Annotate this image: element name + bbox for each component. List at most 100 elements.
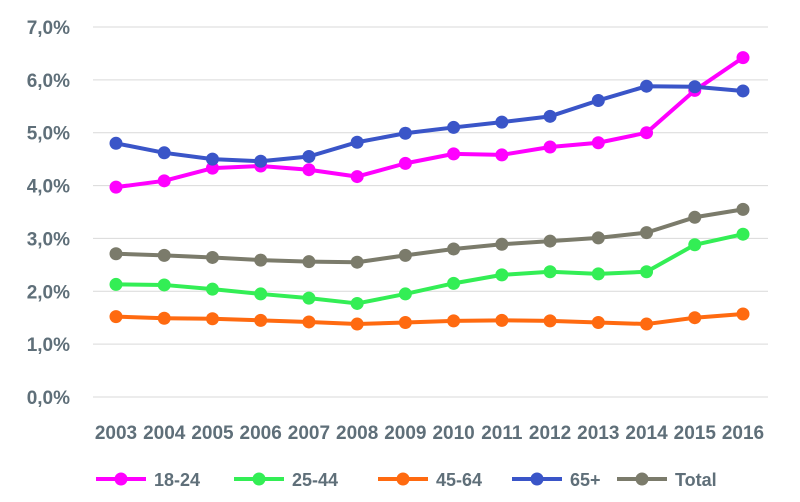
series-45-64 [109, 307, 750, 331]
series-65- [109, 79, 750, 168]
y-tick-label: 6,0% [27, 71, 70, 92]
x-tick-label: 2010 [432, 423, 474, 444]
data-point [350, 317, 364, 331]
data-point [205, 282, 219, 296]
y-axis: 0,0% 1,0% 2,0% 3,0% 4,0% 5,0% 6,0% 7,0% [27, 18, 70, 409]
x-tick-label: 2003 [95, 423, 137, 444]
x-tick-label: 2006 [240, 423, 282, 444]
data-point [736, 51, 750, 65]
data-point [109, 247, 123, 261]
data-point [157, 278, 171, 292]
data-point [302, 315, 316, 329]
data-point [254, 253, 268, 267]
data-point [109, 310, 123, 324]
data-point [205, 250, 219, 264]
x-tick-label: 2013 [577, 423, 619, 444]
legend-item: 18-24 [96, 470, 200, 490]
data-point [302, 291, 316, 305]
legend-label: 18-24 [154, 470, 200, 490]
y-tick-label: 3,0% [27, 229, 70, 250]
data-point [447, 120, 461, 134]
data-point [398, 126, 412, 140]
series-line [114, 232, 745, 306]
data-point [302, 255, 316, 269]
data-point [495, 148, 509, 162]
data-point [640, 126, 654, 140]
data-point [205, 161, 219, 175]
series-18-24 [109, 51, 750, 194]
data-point [688, 80, 702, 94]
data-point [254, 313, 268, 327]
data-point [543, 234, 557, 248]
legend-swatch-marker [396, 472, 410, 486]
series-line [114, 207, 745, 265]
legend-item: Total [617, 470, 717, 490]
data-point [543, 109, 557, 123]
data-point [688, 210, 702, 224]
data-point [109, 277, 123, 291]
y-tick-label: 2,0% [27, 282, 70, 303]
data-point [591, 315, 605, 329]
legend: 18-24 25-44 45-64 65+ Total [96, 470, 717, 490]
data-point [640, 226, 654, 240]
data-point [254, 287, 268, 301]
data-point [254, 154, 268, 168]
legend-swatch-marker [530, 472, 544, 486]
data-point [688, 311, 702, 325]
data-point [350, 296, 364, 310]
series-layer [109, 51, 750, 331]
series-25-44 [109, 227, 750, 310]
data-point [157, 174, 171, 188]
data-point [447, 147, 461, 161]
y-tick-label: 7,0% [27, 18, 70, 39]
data-point [736, 202, 750, 216]
legend-item: 65+ [512, 470, 601, 490]
legend-label: Total [675, 470, 717, 490]
x-tick-label: 2011 [481, 423, 523, 444]
data-point [302, 150, 316, 163]
data-point [350, 170, 364, 184]
x-tick-label: 2014 [625, 423, 668, 444]
data-point [447, 314, 461, 328]
data-point [398, 248, 412, 262]
y-tick-label: 5,0% [27, 124, 70, 145]
data-point [350, 135, 364, 149]
data-point [157, 248, 171, 262]
data-point [736, 84, 750, 98]
legend-swatch-marker [114, 472, 128, 486]
grid-layer [93, 26, 768, 398]
x-tick-label: 2005 [191, 423, 234, 444]
data-point [109, 180, 123, 194]
x-tick-label: 2016 [722, 423, 764, 444]
data-point [447, 276, 461, 290]
legend-swatch-marker [635, 472, 649, 486]
data-point [495, 237, 509, 251]
data-point [591, 267, 605, 281]
series-line [114, 312, 745, 327]
x-tick-label: 2008 [336, 423, 378, 444]
x-axis: 2003 2004 2005 2006 2007 2008 2009 2010 2011 2012… [95, 423, 764, 444]
x-tick-label: 2015 [674, 423, 717, 444]
data-point [205, 312, 219, 326]
series-line [114, 84, 745, 164]
legend-item: 45-64 [378, 470, 482, 490]
data-point [591, 231, 605, 245]
data-point [591, 93, 605, 107]
data-point [398, 156, 412, 170]
legend-label: 45-64 [436, 470, 482, 490]
data-point [495, 313, 509, 327]
data-point [495, 268, 509, 282]
data-point [302, 163, 316, 177]
legend-label: 25-44 [292, 470, 338, 490]
data-point [398, 287, 412, 301]
series-total [109, 202, 750, 269]
data-point [736, 227, 750, 241]
data-point [640, 79, 654, 93]
data-point [447, 242, 461, 256]
x-tick-label: 2007 [288, 423, 330, 444]
x-tick-label: 2009 [384, 423, 426, 444]
legend-swatch-marker [252, 472, 266, 486]
data-point [495, 115, 509, 129]
y-tick-label: 4,0% [27, 177, 70, 198]
x-tick-label: 2004 [143, 423, 186, 444]
